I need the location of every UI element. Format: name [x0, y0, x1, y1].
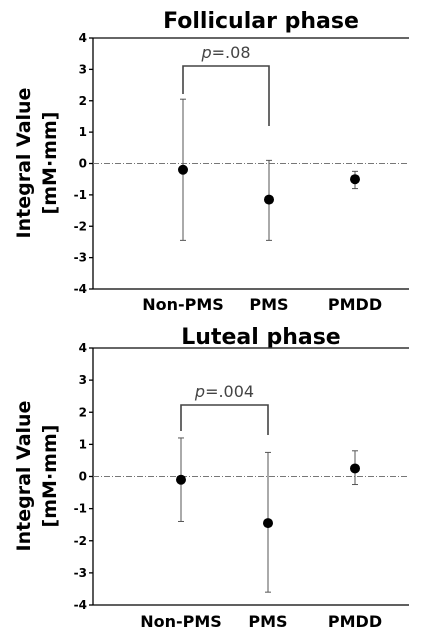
chart-title: Follicular phase — [163, 9, 359, 34]
y-tick-label: -1 — [74, 188, 87, 202]
x-category-label: PMDD — [328, 612, 382, 631]
p-value-annotation: p=.004 — [194, 382, 254, 401]
data-point — [176, 474, 186, 485]
y-tick-label: -3 — [74, 566, 87, 580]
y-tick-label: 0 — [79, 470, 87, 484]
y-tick-label: -3 — [74, 251, 87, 265]
data-point — [263, 518, 273, 529]
p-value-text: =.08 — [212, 43, 251, 62]
p-value-prefix: p — [194, 382, 205, 401]
y-axis-label: Integral Value [mM·mm] — [13, 88, 61, 239]
y-axis-label-line1: Integral Value — [13, 88, 35, 239]
chart-title: Luteal phase — [181, 325, 340, 350]
data-point — [350, 463, 360, 474]
x-category-label: Non-PMS — [140, 612, 222, 631]
luteal-panel: Luteal phase 4 3 2 1 0 -1 -2 -3 -4 Integral Value[… — [13, 325, 409, 631]
x-category-label: PMS — [249, 295, 288, 314]
y-tick-label: 4 — [79, 31, 87, 45]
p-value-text: =.004 — [205, 382, 254, 401]
y-tick-label: -2 — [74, 534, 87, 548]
y-tick-label: 0 — [79, 157, 87, 171]
y-tick-label: -1 — [74, 502, 87, 516]
y-tick-label: -4 — [74, 598, 87, 612]
data-point — [264, 194, 274, 205]
y-axis-label-line1: Integral Value — [13, 401, 35, 552]
follicular-panel: Follicular phase 4 3 2 1 0 -1 -2 -3 -4 Integral Va… — [13, 9, 409, 314]
y-axis-label-line2: [mM·mm] — [39, 112, 61, 215]
x-category-label: PMDD — [328, 295, 382, 314]
x-category-label: Non-PMS — [142, 295, 224, 314]
significance-bracket — [180, 404, 269, 435]
y-tick-label: 1 — [79, 437, 87, 451]
y-axis-label-line2: [mM·mm] — [39, 425, 61, 528]
y-tick-label: 3 — [79, 373, 87, 387]
y-axis-label: Integral Value [mM·mm] — [13, 401, 61, 552]
y-tick-label: -2 — [74, 219, 87, 233]
y-tick-label: 2 — [79, 405, 87, 419]
y-tick-label: 3 — [79, 62, 87, 76]
x-category-label: PMS — [248, 612, 287, 631]
y-tick-label: -4 — [74, 282, 87, 296]
y-tick-label: 4 — [79, 341, 87, 355]
significance-bracket — [182, 65, 270, 126]
y-tick-label: 1 — [79, 125, 87, 139]
p-value-prefix: p — [200, 43, 211, 62]
data-point — [350, 174, 360, 185]
y-tick-label: 2 — [79, 94, 87, 108]
p-value-annotation: p=.08 — [200, 43, 250, 62]
data-point — [178, 164, 188, 175]
